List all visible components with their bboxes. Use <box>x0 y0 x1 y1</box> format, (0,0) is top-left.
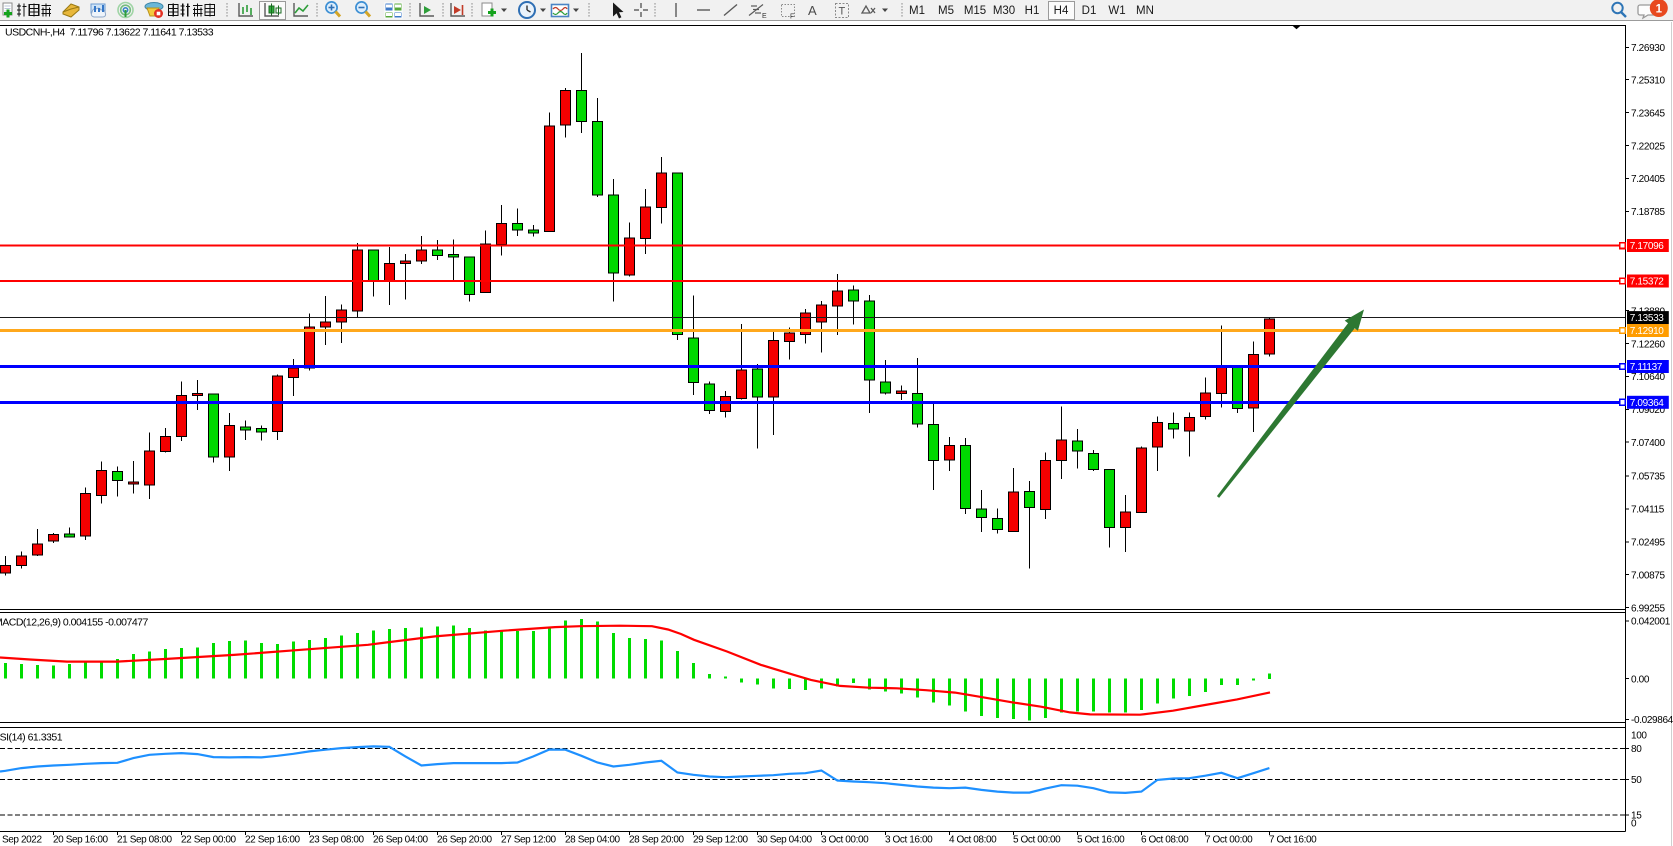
svg-text:USDCNH-,H4 7.11796 7.13622 7.: USDCNH-,H4 7.11796 7.13622 7.11641 7.135… <box>5 27 214 39</box>
svg-text:7.23645: 7.23645 <box>1631 109 1665 120</box>
svg-text:7.15372: 7.15372 <box>1630 277 1664 288</box>
svg-text:F: F <box>790 14 794 21</box>
svg-text:23 Sep 08:00: 23 Sep 08:00 <box>309 835 365 846</box>
svg-text:7.26930: 7.26930 <box>1631 43 1665 54</box>
svg-text:M5: M5 <box>938 5 954 17</box>
svg-text:28 Sep 20:00: 28 Sep 20:00 <box>629 835 685 846</box>
svg-text:7.07400: 7.07400 <box>1631 438 1665 449</box>
svg-text:MACD(12,26,9) 0.004155 -0.0074: MACD(12,26,9) 0.004155 -0.007477 <box>0 617 149 629</box>
svg-text:T: T <box>839 6 846 18</box>
svg-text:50: 50 <box>1631 775 1642 786</box>
svg-text:D1: D1 <box>1082 5 1097 17</box>
svg-text:RSI(14) 61.3351: RSI(14) 61.3351 <box>0 732 63 744</box>
svg-text:7.10640: 7.10640 <box>1631 372 1665 383</box>
svg-text:15: 15 <box>1631 810 1642 821</box>
svg-text:6 Oct 08:00: 6 Oct 08:00 <box>1141 835 1189 846</box>
svg-text:7.02495: 7.02495 <box>1631 538 1665 549</box>
svg-text:3 Oct 00:00: 3 Oct 00:00 <box>821 835 869 846</box>
svg-text:26 Sep 04:00: 26 Sep 04:00 <box>373 835 429 846</box>
svg-text:M30: M30 <box>993 5 1015 17</box>
svg-text:22 Sep 16:00: 22 Sep 16:00 <box>245 835 301 846</box>
svg-text:7.11137: 7.11137 <box>1630 362 1663 373</box>
svg-text:H1: H1 <box>1025 5 1040 17</box>
svg-text:5 Oct 00:00: 5 Oct 00:00 <box>1013 835 1061 846</box>
svg-text:30 Sep 04:00: 30 Sep 04:00 <box>757 835 813 846</box>
svg-text:Sep 2022: Sep 2022 <box>2 835 42 846</box>
svg-text:0: 0 <box>1631 819 1637 830</box>
svg-text:MN: MN <box>1136 5 1154 17</box>
svg-text:21 Sep 08:00: 21 Sep 08:00 <box>117 835 173 846</box>
svg-text:7.13533: 7.13533 <box>1630 313 1664 324</box>
svg-text:E: E <box>762 13 767 20</box>
svg-text:7.25310: 7.25310 <box>1631 75 1665 86</box>
svg-text:26 Sep 20:00: 26 Sep 20:00 <box>437 835 493 846</box>
svg-text:M15: M15 <box>964 5 986 17</box>
svg-text:3 Oct 16:00: 3 Oct 16:00 <box>885 835 933 846</box>
svg-text:A: A <box>808 3 817 18</box>
svg-text:0.042001: 0.042001 <box>1631 617 1671 628</box>
svg-text:7.22025: 7.22025 <box>1631 141 1665 152</box>
svg-text:22 Sep 00:00: 22 Sep 00:00 <box>181 835 237 846</box>
svg-text:28 Sep 04:00: 28 Sep 04:00 <box>565 835 621 846</box>
svg-text:7.17096: 7.17096 <box>1630 241 1664 252</box>
svg-text:7.00875: 7.00875 <box>1631 570 1665 581</box>
svg-text:W1: W1 <box>1108 5 1125 17</box>
svg-text:H4: H4 <box>1054 5 1069 17</box>
svg-text:7.18785: 7.18785 <box>1631 207 1665 218</box>
svg-text:-0.029864: -0.029864 <box>1631 715 1673 726</box>
svg-text:7.20405: 7.20405 <box>1631 174 1665 185</box>
svg-text:7.05735: 7.05735 <box>1631 472 1665 483</box>
svg-text:7.09020: 7.09020 <box>1631 405 1665 416</box>
svg-text:80: 80 <box>1631 744 1642 755</box>
svg-text:7 Oct 00:00: 7 Oct 00:00 <box>1205 835 1253 846</box>
svg-text:7.04115: 7.04115 <box>1631 505 1665 516</box>
svg-text:7.12260: 7.12260 <box>1631 339 1665 350</box>
svg-text:20 Sep 16:00: 20 Sep 16:00 <box>53 835 109 846</box>
svg-text:100: 100 <box>1631 731 1647 742</box>
svg-text:27 Sep 12:00: 27 Sep 12:00 <box>501 835 557 846</box>
svg-text:5 Oct 16:00: 5 Oct 16:00 <box>1077 835 1125 846</box>
svg-text:29 Sep 12:00: 29 Sep 12:00 <box>693 835 749 846</box>
svg-text:6.99255: 6.99255 <box>1631 603 1665 614</box>
svg-text:1: 1 <box>1656 4 1663 16</box>
svg-text:7.09364: 7.09364 <box>1630 398 1664 409</box>
svg-text:0.00: 0.00 <box>1631 674 1650 685</box>
svg-text:4 Oct 08:00: 4 Oct 08:00 <box>949 835 997 846</box>
svg-text:M1: M1 <box>909 5 925 17</box>
svg-text:7 Oct 16:00: 7 Oct 16:00 <box>1269 835 1317 846</box>
svg-text:7.12910: 7.12910 <box>1630 326 1664 337</box>
